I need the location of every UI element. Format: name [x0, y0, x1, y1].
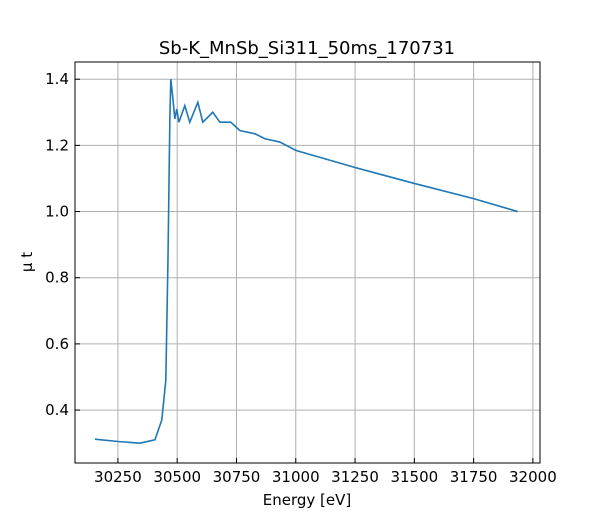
x-tick-label: 30500 [153, 468, 201, 486]
x-tick-label: 31500 [390, 468, 438, 486]
x-tick-label: 30250 [94, 468, 142, 486]
y-tick-label: 1.4 [45, 70, 69, 88]
y-tick-label: 1.2 [45, 136, 69, 154]
y-axis-label: μ t [18, 252, 36, 272]
y-tick-label: 0.6 [45, 335, 69, 353]
data-line [94, 79, 518, 444]
x-tick-label: 30750 [213, 468, 261, 486]
x-tick-label: 31000 [272, 468, 320, 486]
x-tick-label: 31250 [331, 468, 379, 486]
plot-frame [74, 61, 541, 464]
x-axis-label: Energy [eV] [263, 491, 351, 509]
x-tick-label: 31750 [450, 468, 498, 486]
y-tick-label: 0.4 [45, 401, 69, 419]
chart-title: Sb-K_MnSb_Si311_50ms_170731 [159, 38, 455, 59]
y-tick-label: 1.0 [45, 203, 69, 221]
y-tick-label: 0.8 [45, 269, 69, 287]
x-tick-label: 32000 [509, 468, 557, 486]
